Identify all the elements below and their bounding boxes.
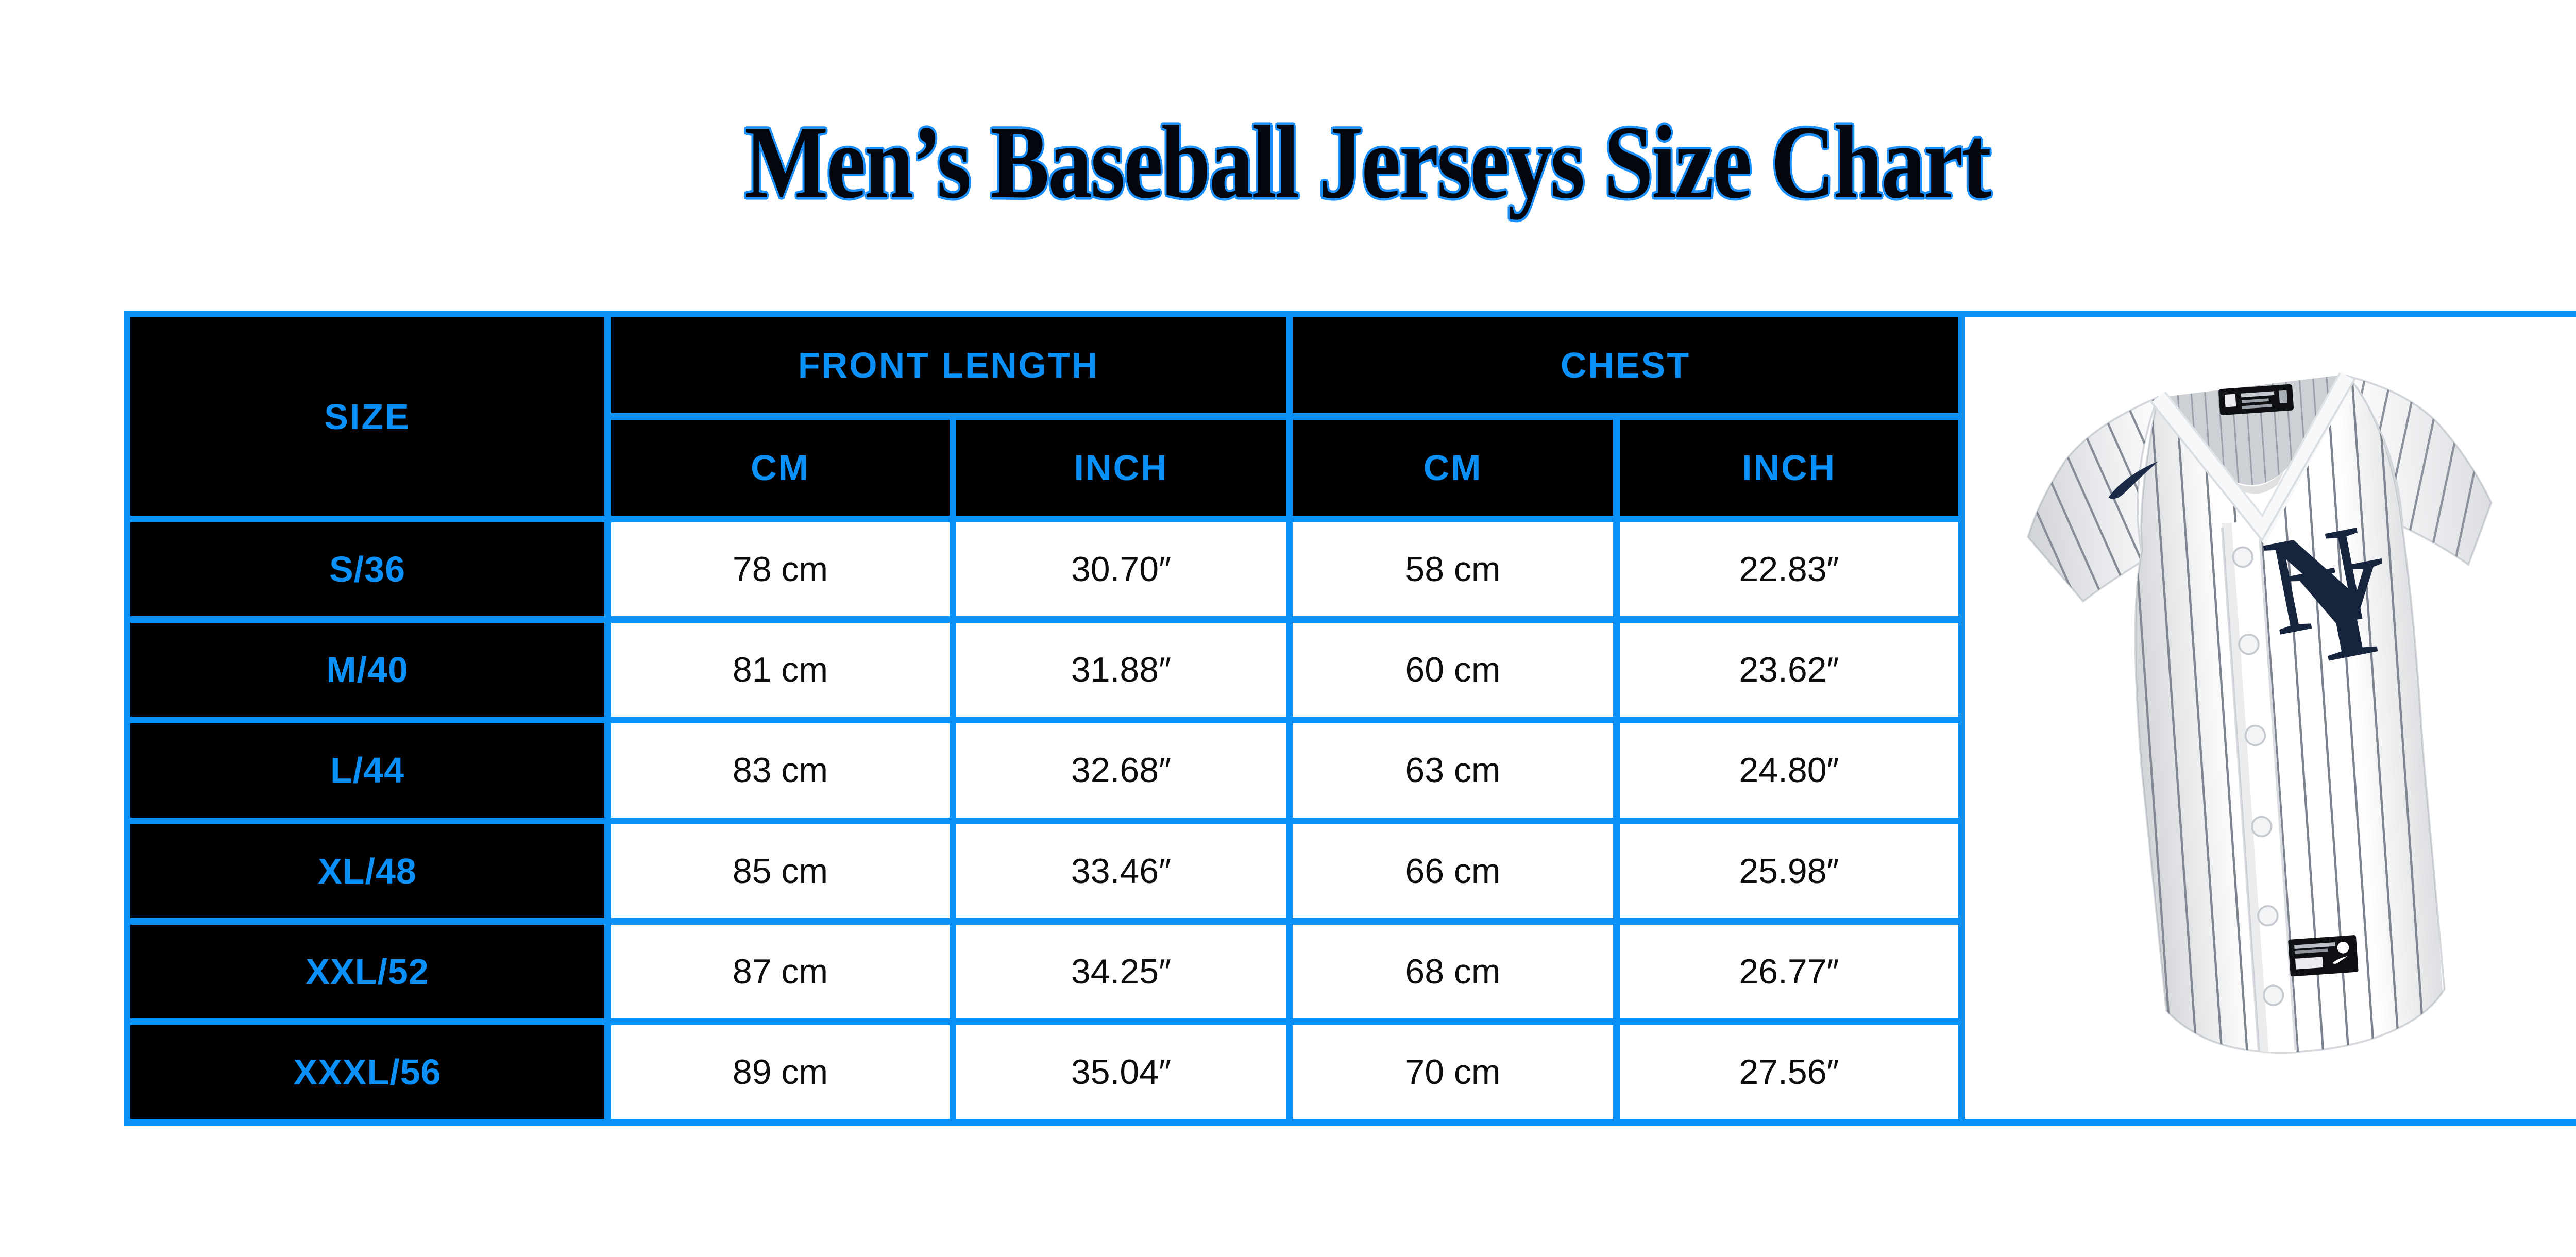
- col-header-chest: CHEST: [1293, 317, 1958, 413]
- cell-front-inch: 30.70″: [956, 522, 1286, 617]
- nike-swoosh-icon: [2108, 461, 2158, 499]
- col-header-front-length: FRONT LENGTH: [611, 317, 1286, 413]
- cell-front-inch: 35.04″: [956, 1025, 1286, 1119]
- jersey-torso: N Y: [2108, 372, 2448, 1062]
- cell-chest-inch: 25.98″: [1620, 824, 1958, 918]
- size-chart-table: SIZE FRONT LENGTH CHEST CM INCH CM INCH …: [124, 311, 2576, 1126]
- cell-chest-cm: 70 cm: [1293, 1025, 1613, 1119]
- row-size-label: XL/48: [130, 824, 604, 918]
- cell-front-inch: 31.88″: [956, 623, 1286, 717]
- cell-front-cm: 85 cm: [611, 824, 950, 918]
- jersey-buttons: [2232, 546, 2284, 1007]
- jersey-panel: N Y: [1965, 317, 2576, 1119]
- jersey-image: N Y: [2019, 367, 2496, 1062]
- subheader-chest-cm: CM: [1293, 420, 1613, 516]
- cell-chest-inch: 26.77″: [1620, 924, 1958, 1018]
- row-size-label: XXL/52: [130, 924, 604, 1018]
- row-size-label: S/36: [130, 522, 604, 617]
- jock-tag: [2287, 935, 2359, 977]
- cell-chest-cm: 63 cm: [1293, 723, 1613, 818]
- cell-chest-inch: 23.62″: [1620, 623, 1958, 717]
- cell-front-inch: 32.68″: [956, 723, 1286, 818]
- row-size-label: L/44: [130, 723, 604, 818]
- row-size-label: M/40: [130, 623, 604, 717]
- subheader-front-cm: CM: [611, 420, 950, 516]
- subheader-front-inch: INCH: [956, 420, 1286, 516]
- cell-front-cm: 78 cm: [611, 522, 950, 617]
- cell-front-inch: 33.46″: [956, 824, 1286, 918]
- cell-front-inch: 34.25″: [956, 924, 1286, 1018]
- cell-chest-cm: 60 cm: [1293, 623, 1613, 717]
- page-title: Men’s Baseball Jerseys Size Chart: [744, 105, 1991, 220]
- cell-front-cm: 83 cm: [611, 723, 950, 818]
- cell-chest-cm: 66 cm: [1293, 824, 1613, 918]
- jersey-left-sleeve: [2019, 396, 2172, 605]
- col-header-size: SIZE: [130, 317, 604, 516]
- cell-front-cm: 81 cm: [611, 623, 950, 717]
- cell-front-cm: 87 cm: [611, 924, 950, 1018]
- cell-chest-inch: 27.56″: [1620, 1025, 1958, 1119]
- collar-band: [2150, 372, 2356, 546]
- neck-label-tag: [2218, 384, 2294, 416]
- cell-chest-cm: 58 cm: [1293, 522, 1613, 617]
- row-size-label: XXXL/56: [130, 1025, 604, 1119]
- cell-chest-cm: 68 cm: [1293, 924, 1613, 1018]
- cell-chest-inch: 22.83″: [1620, 522, 1958, 617]
- cell-chest-inch: 24.80″: [1620, 723, 1958, 818]
- subheader-chest-inch: INCH: [1620, 420, 1958, 516]
- cell-front-cm: 89 cm: [611, 1025, 950, 1119]
